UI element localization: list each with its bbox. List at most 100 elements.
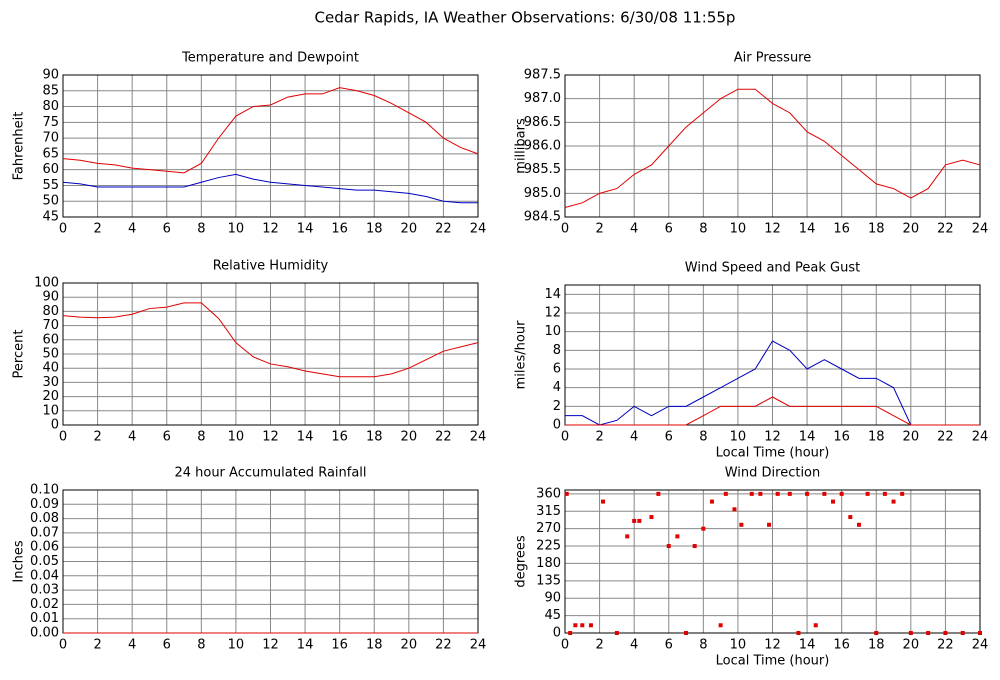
y-tick-label: 45 [544, 608, 561, 623]
x-tick-label: 8 [699, 430, 707, 445]
x-tick-label: 20 [401, 638, 418, 653]
data-point [758, 491, 763, 496]
x-tick-label: 22 [937, 222, 954, 237]
data-point [943, 631, 948, 635]
x-tick-label: 6 [163, 430, 171, 445]
y-tick-label: 0 [553, 418, 561, 433]
x-tick-label: 10 [228, 222, 245, 237]
x-tick-label: 24 [972, 638, 989, 653]
x-tick-label: 18 [868, 638, 885, 653]
y-tick-label: 80 [42, 99, 59, 114]
x-tick-label: 16 [331, 222, 348, 237]
x-axis-label: Local Time (hour) [716, 654, 830, 669]
x-axis-label: Local Time (hour) [716, 446, 830, 461]
data-point [649, 515, 654, 520]
data-point [588, 623, 593, 628]
plot-frame [564, 489, 981, 634]
x-tick-label: 4 [128, 638, 136, 653]
data-point [856, 522, 861, 527]
y-axis-label: degrees [514, 535, 529, 588]
x-tick-label: 4 [128, 222, 136, 237]
data-point [614, 631, 619, 635]
x-tick-label: 8 [197, 222, 205, 237]
y-tick-label: 100 [34, 276, 59, 291]
data-line [62, 87, 479, 174]
y-tick-label: 12 [544, 306, 561, 321]
y-tick-label: 0 [51, 418, 59, 433]
y-tick-label: 60 [42, 162, 59, 177]
data-point [891, 499, 896, 504]
x-tick-label: 10 [730, 430, 747, 445]
x-tick-label: 12 [764, 638, 781, 653]
y-tick-label: 984.5 [524, 210, 561, 225]
data-point [822, 491, 827, 496]
x-tick-label: 20 [903, 430, 920, 445]
x-tick-label: 4 [630, 222, 638, 237]
data-point [739, 522, 744, 527]
x-tick-label: 6 [665, 638, 673, 653]
data-point [960, 631, 965, 635]
x-tick-label: 10 [730, 638, 747, 653]
x-tick-label: 16 [331, 430, 348, 445]
data-point [775, 491, 780, 496]
data-point [831, 499, 836, 504]
x-tick-label: 14 [297, 638, 314, 653]
x-tick-label: 24 [470, 222, 487, 237]
x-tick-label: 16 [833, 638, 850, 653]
plot-frame [62, 74, 479, 218]
data-point [839, 491, 844, 496]
y-tick-label: 14 [544, 287, 561, 302]
y-tick-label: 360 [536, 486, 561, 501]
y-tick-label: 50 [42, 194, 59, 209]
data-point [882, 491, 887, 496]
x-tick-label: 18 [366, 430, 383, 445]
data-point [580, 623, 585, 628]
x-tick-label: 4 [630, 430, 638, 445]
x-tick-label: 22 [937, 638, 954, 653]
x-tick-label: 4 [128, 430, 136, 445]
data-point [718, 623, 723, 628]
y-tick-label: 135 [536, 573, 561, 588]
data-point [675, 534, 680, 539]
y-tick-label: 70 [42, 131, 59, 146]
data-point [805, 491, 810, 496]
x-tick-label: 2 [595, 638, 603, 653]
x-tick-label: 6 [163, 638, 171, 653]
y-tick-label: 4 [553, 380, 561, 395]
x-tick-label: 20 [903, 638, 920, 653]
chart-title: Relative Humidity [213, 259, 329, 274]
data-point [874, 631, 879, 635]
y-tick-label: 90 [544, 591, 561, 606]
x-tick-label: 12 [262, 638, 279, 653]
x-tick-label: 20 [903, 222, 920, 237]
y-tick-label: 0.04 [30, 568, 59, 583]
y-tick-label: 6 [553, 362, 561, 377]
y-axis-label: Fahrenheit [12, 112, 27, 181]
chart-title: Air Pressure [734, 51, 812, 66]
plot-frame [62, 282, 479, 426]
y-tick-label: 70 [42, 318, 59, 333]
x-tick-label: 2 [93, 638, 101, 653]
x-tick-label: 16 [833, 222, 850, 237]
x-tick-label: 0 [59, 638, 67, 653]
y-tick-label: 985.5 [524, 162, 561, 177]
y-tick-label: 0.01 [30, 611, 59, 626]
x-tick-label: 14 [799, 222, 816, 237]
y-axis-label: Percent [12, 330, 27, 379]
y-tick-label: 40 [42, 361, 59, 376]
chart-title: Wind Direction [725, 466, 821, 481]
y-tick-label: 60 [42, 332, 59, 347]
data-point [632, 518, 637, 523]
y-tick-label: 0.02 [30, 597, 59, 612]
y-tick-label: 180 [536, 556, 561, 571]
data-point [926, 631, 931, 635]
y-axis-label: millibars [514, 118, 529, 174]
y-tick-label: 0.08 [30, 511, 59, 526]
x-tick-label: 4 [630, 638, 638, 653]
y-tick-label: 987.5 [524, 68, 561, 83]
x-tick-label: 6 [665, 222, 673, 237]
x-tick-label: 16 [833, 430, 850, 445]
x-tick-label: 2 [595, 222, 603, 237]
x-tick-label: 22 [435, 222, 452, 237]
x-tick-label: 14 [799, 638, 816, 653]
